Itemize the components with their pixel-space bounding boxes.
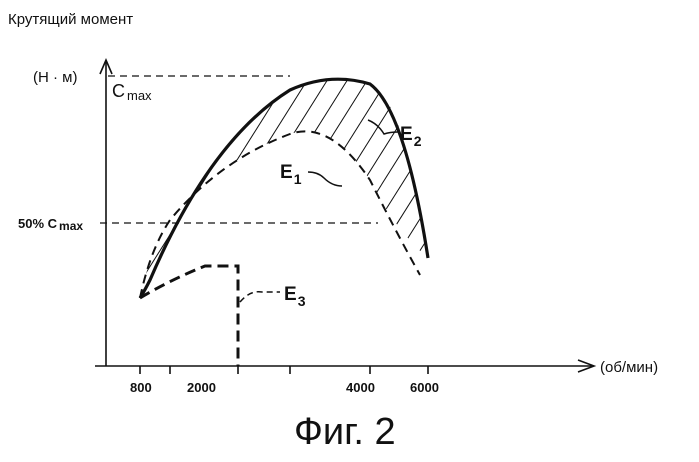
- tick-label-800: 800: [130, 380, 152, 395]
- label-e1: E1: [280, 162, 302, 187]
- y-unit-label: (Н · м): [33, 69, 77, 86]
- half-cmax-label: 50% Cmax: [18, 216, 83, 233]
- curve-e2: [140, 79, 428, 298]
- e1-leader-line: [308, 172, 342, 186]
- label-e3: E3: [284, 284, 306, 309]
- axes: [95, 60, 594, 372]
- x-ticks: 800 2000 4000 6000: [130, 366, 439, 395]
- tick-label-2000: 2000: [187, 380, 216, 395]
- cmax-label: Cmax: [112, 81, 152, 103]
- tick-label-4000: 4000: [346, 380, 375, 395]
- hatched-area: [90, 60, 560, 330]
- tick-label-6000: 6000: [410, 380, 439, 395]
- y-axis-title: Крутящий момент: [8, 11, 133, 28]
- e3-leader-line: [240, 292, 280, 302]
- curve-e3: [140, 266, 238, 366]
- figure-caption: Фиг. 2: [294, 411, 396, 453]
- x-unit-label: (об/мин): [600, 359, 658, 376]
